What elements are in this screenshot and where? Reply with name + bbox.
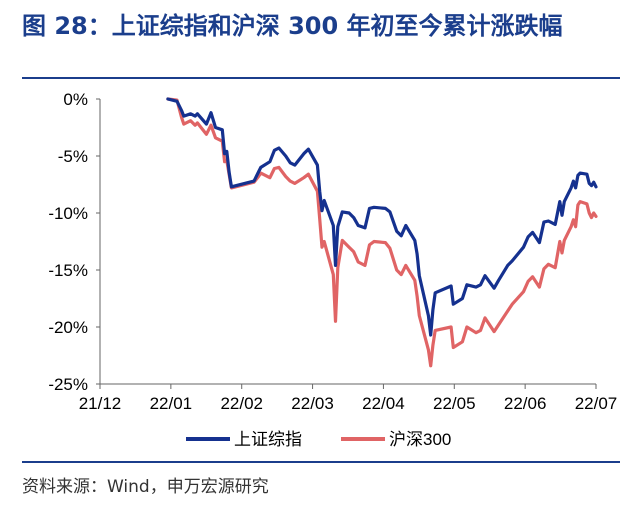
x-axis: 21/12 22/01 22/02 22/03 22/04 22/05 22/06 22/07 <box>79 384 618 413</box>
line-chart: 0% -5% -10% -15% -20% -25% 21/12 22/01 22/02 22/… <box>48 90 618 449</box>
y-tick-label: -25% <box>48 375 88 394</box>
title-divider <box>22 77 620 79</box>
x-tick-label: 22/07 <box>575 394 618 413</box>
series-line-1 <box>166 97 598 337</box>
figure-title: 图 28：上证综指和沪深 300 年初至今累计涨跌幅 <box>22 12 563 40</box>
source-note: 资料来源：Wind，申万宏源研究 <box>22 477 269 497</box>
y-tick-label: -20% <box>48 318 88 337</box>
legend-label-2: 沪深300 <box>389 430 451 449</box>
y-tick-label: -10% <box>48 204 88 223</box>
y-tick-label: 0% <box>63 90 88 109</box>
y-tick-label: -15% <box>48 261 88 280</box>
series-lines <box>166 97 598 368</box>
x-tick-label: 22/05 <box>433 394 476 413</box>
y-tick-label: -5% <box>58 147 88 166</box>
legend: 上证综指 沪深300 <box>186 430 451 449</box>
x-tick-label: 22/04 <box>362 394 405 413</box>
x-tick-label: 22/02 <box>220 394 263 413</box>
y-axis: 0% -5% -10% -15% -20% -25% <box>48 90 100 394</box>
plot-frame <box>99 99 596 385</box>
source-divider <box>22 461 620 463</box>
x-tick-label: 22/03 <box>291 394 334 413</box>
x-tick-label: 21/12 <box>79 394 122 413</box>
legend-label-1: 上证综指 <box>234 430 302 449</box>
x-tick-label: 22/06 <box>504 394 547 413</box>
x-tick-label: 22/01 <box>150 394 193 413</box>
